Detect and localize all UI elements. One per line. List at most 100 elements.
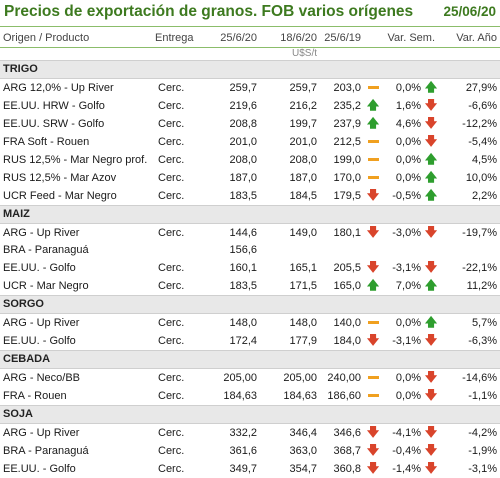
price-last-week: 346,4 — [289, 426, 317, 439]
week-var-icon-cell: 🡇 — [364, 187, 382, 206]
year-variation: -5,4% — [468, 135, 498, 148]
product-name: BRA - Paranaguá — [3, 244, 89, 257]
year-variation: -14,6% — [462, 371, 498, 384]
price-last-year: 360,8 — [333, 462, 361, 475]
year-variation: 4,5% — [471, 153, 498, 166]
section-title: SORGO — [0, 295, 500, 315]
product-name: RUS 12,5% - Mar Azov — [3, 171, 117, 184]
down-arrow-icon: 🡇 — [424, 443, 438, 458]
down-arrow-icon: 🡇 — [424, 370, 438, 385]
down-arrow-icon: 🡇 — [366, 461, 380, 476]
flat-dash-icon — [367, 86, 379, 90]
week-variation: 0,0% — [395, 81, 421, 94]
down-arrow-icon: 🡇 — [424, 461, 438, 476]
up-arrow-icon: 🡅 — [424, 278, 438, 293]
delivery-cell: Cerc. — [158, 426, 185, 439]
down-arrow-icon: 🡇 — [366, 425, 380, 440]
unit-row: U$S/t — [0, 48, 500, 61]
year-var-icon-cell: 🡅 — [424, 79, 438, 98]
week-var-icon-cell — [364, 79, 382, 98]
table-row: UCR - Mar Negro Cerc. 183,5 171,5 165,0 🡅 7,0%… — [0, 277, 500, 296]
page-title: Precios de exportación de granos. FOB va… — [4, 3, 414, 20]
price-last-year: 180,1 — [333, 226, 361, 239]
price-current: 160,1 — [229, 261, 257, 274]
up-arrow-icon: 🡅 — [424, 315, 438, 330]
report-date: 25/06/20 — [443, 4, 496, 19]
price-last-year: 203,0 — [333, 81, 361, 94]
column-header-divider — [0, 47, 500, 48]
product-name: EE.UU. SRW - Golfo — [3, 117, 105, 130]
week-variation: 0,0% — [395, 389, 421, 402]
delivery-cell: Cerc. — [158, 117, 185, 130]
down-arrow-icon: 🡇 — [424, 260, 438, 275]
product-name: EE.UU. - Golfo — [3, 462, 76, 475]
table-row: FRA - Rouen Cerc. 184,63 184,63 186,60 0,0% 🡇 -… — [0, 387, 500, 406]
down-arrow-icon: 🡇 — [366, 333, 380, 348]
week-variation: 1,6% — [395, 99, 421, 112]
price-last-week: 201,0 — [289, 135, 317, 148]
table-row: EE.UU. - Golfo Cerc. 172,4 177,9 184,0 🡇 -3,1%… — [0, 332, 500, 351]
table-row: ARG - Neco/BB Cerc. 205,00 205,00 240,00 0,0%… — [0, 369, 500, 388]
price-last-year: 212,5 — [333, 135, 361, 148]
week-var-icon-cell: 🡇 — [364, 460, 382, 478]
product-name: EE.UU. - Golfo — [3, 334, 76, 347]
price-current: 349,7 — [229, 462, 257, 475]
down-arrow-icon: 🡇 — [366, 225, 380, 239]
delivery-cell: Cerc. — [158, 189, 185, 202]
price-current: 201,0 — [229, 135, 257, 148]
up-arrow-icon: 🡅 — [424, 152, 438, 166]
product-name: RUS 12,5% - Mar Negro prof. — [3, 153, 148, 166]
week-var-icon-cell — [364, 151, 382, 169]
down-arrow-icon: 🡇 — [424, 98, 438, 112]
delivery-cell: Cerc. — [158, 462, 185, 475]
down-arrow-icon: 🡇 — [366, 443, 380, 458]
price-current: 205,00 — [223, 371, 257, 384]
delivery-cell: Cerc. — [158, 279, 185, 292]
week-var-icon-cell — [364, 369, 382, 388]
price-last-year: 170,0 — [333, 171, 361, 184]
price-last-year: 179,5 — [333, 189, 361, 202]
delivery-cell: Cerc. — [158, 371, 185, 384]
price-current: 219,6 — [229, 99, 257, 112]
year-variation: -3,1% — [468, 462, 498, 475]
down-arrow-icon: 🡇 — [366, 188, 380, 202]
year-var-icon-cell: 🡇 — [424, 460, 438, 478]
product-name: ARG 12,0% - Up River — [3, 81, 114, 94]
col-header-origin: Origen / Producto — [3, 32, 90, 44]
week-var-icon-cell: 🡇 — [364, 259, 382, 277]
price-last-week: 165,1 — [289, 261, 317, 274]
table-header-row: Origen / Producto Entrega 25/6/20 18/6/2… — [0, 28, 500, 48]
price-last-year: 199,0 — [333, 153, 361, 166]
delivery-cell: Cerc. — [158, 153, 185, 166]
flat-dash-icon — [367, 321, 379, 325]
product-name: ARG - Neco/BB — [3, 371, 81, 384]
week-var-icon-cell: 🡇 — [364, 332, 382, 351]
year-variation: -6,6% — [468, 99, 498, 112]
week-variation: -1,4% — [392, 462, 421, 475]
price-last-year: 165,0 — [333, 279, 361, 292]
table-row: RUS 12,5% - Mar Azov Cerc. 187,0 187,0 170,0… — [0, 169, 500, 187]
price-last-year: 240,00 — [327, 371, 361, 384]
week-variation: 4,6% — [395, 117, 421, 130]
year-variation: -1,9% — [468, 444, 498, 457]
price-current: 259,7 — [229, 81, 257, 94]
price-current: 208,0 — [229, 153, 257, 166]
down-arrow-icon: 🡇 — [424, 134, 438, 148]
week-variation — [382, 242, 424, 259]
week-var-icon-cell: 🡇 — [364, 224, 382, 243]
year-variation: 27,9% — [465, 81, 498, 94]
year-var-icon-cell: 🡅 — [424, 277, 438, 296]
week-variation: 0,0% — [395, 371, 421, 384]
up-arrow-icon: 🡅 — [424, 170, 438, 184]
price-current: 361,6 — [229, 444, 257, 457]
down-arrow-icon: 🡇 — [424, 333, 438, 348]
price-last-week: 259,7 — [289, 81, 317, 94]
price-last-week: 148,0 — [289, 316, 317, 329]
year-var-icon-cell: 🡇 — [424, 332, 438, 351]
year-var-icon-cell: 🡇 — [424, 424, 438, 443]
delivery-cell: Cerc. — [158, 389, 185, 402]
report-header: Precios de exportación de granos. FOB va… — [0, 0, 500, 26]
price-last-week: 171,5 — [289, 279, 317, 292]
section-header-row: CEBADA — [0, 350, 500, 370]
section-title: SOJA — [0, 405, 500, 425]
